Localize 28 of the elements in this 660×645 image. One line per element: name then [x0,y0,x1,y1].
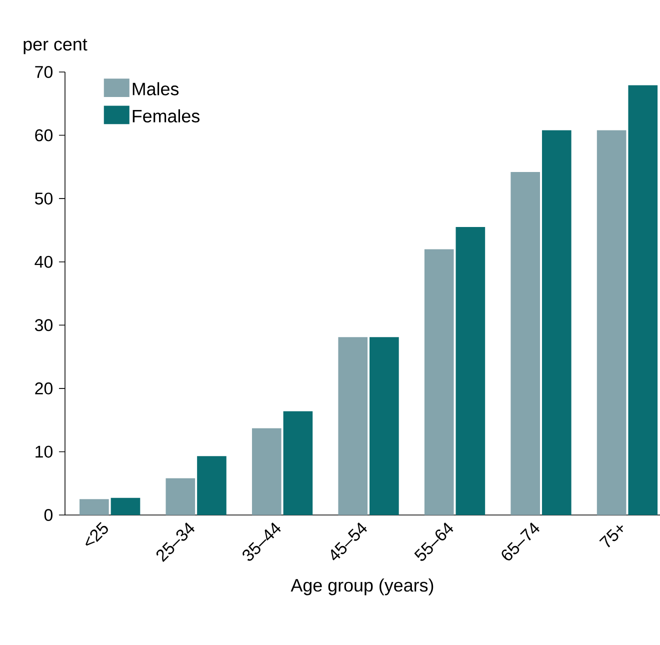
bar [166,478,196,515]
bar [252,428,282,515]
bar [370,337,399,515]
y-tick-label: 0 [44,509,52,521]
bar [283,411,313,515]
bar [542,130,572,515]
legend-label: Males [132,82,179,96]
bar [628,85,658,515]
y-tick-label: 60 [35,129,52,142]
y-tick-label: 20 [35,382,52,394]
bar [80,499,109,515]
bar [596,130,626,515]
y-tick-label: 70 [35,66,52,78]
y-axis-title: per cent [24,38,88,54]
x-tick-label: 75+ [599,525,624,548]
legend-label: Females [132,109,200,122]
y-tick-label: 40 [34,256,52,268]
bar [510,172,540,515]
bar [424,249,454,515]
y-tick-label: 50 [34,192,52,205]
bar [197,456,226,515]
bar [338,337,368,515]
bar [456,227,486,515]
x-tick-label: <25 [86,522,108,546]
y-tick-label: 30 [34,319,52,332]
x-axis-title: Age group (years) [290,578,434,596]
bar [110,498,140,515]
y-tick-label: 10 [36,446,52,458]
